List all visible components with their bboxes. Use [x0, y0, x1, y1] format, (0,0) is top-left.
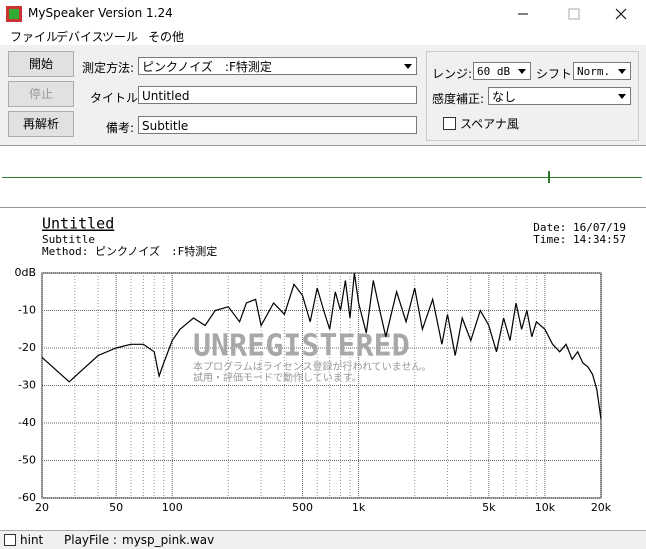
window-title: MySpeaker Version 1.24 [28, 6, 173, 20]
label: 備考: [106, 121, 135, 135]
title-bar: MySpeaker Version 1.24 [0, 0, 646, 28]
start-button[interactable]: 開始 [8, 51, 74, 77]
y-tick-label: -30 [18, 379, 36, 392]
chart-method: Method: ピンクノイズ :F特測定 [42, 244, 217, 258]
label: レンジ: [432, 67, 473, 81]
title-input[interactable]: Untitled [138, 86, 417, 104]
watermark: UNREGISTERED [193, 329, 410, 364]
x-tick-label: 100 [162, 501, 183, 514]
menu-bar: ファイル デバイス ツール その他 [0, 28, 646, 45]
x-tick-label: 20 [35, 501, 49, 514]
chart-date: Date: 16/07/19 [533, 221, 626, 234]
playfile: mysp_pink.wav [122, 533, 215, 547]
level-marker [548, 171, 550, 183]
y-tick-label: -20 [18, 341, 36, 354]
x-tick-label: 50 [109, 501, 123, 514]
label: シフト: [536, 67, 577, 81]
y-tick-label: 0dB [14, 266, 36, 279]
y-tick-label: -10 [18, 304, 36, 317]
settings-panel [426, 51, 639, 141]
hint-checkbox[interactable] [4, 534, 16, 546]
toolbar: 開始 停止 再解析 測定方法: ピンクノイズ :F特測定 タイトル: Untit… [0, 45, 646, 145]
x-tick-label: 10k [535, 501, 556, 514]
hint-label: hint [20, 533, 44, 547]
x-tick-label: 500 [292, 501, 313, 514]
y-tick-label: -50 [18, 454, 36, 467]
watermark-note: 試用・評価モードで動作しています。 [193, 371, 362, 384]
plot-area [41, 272, 602, 499]
label: 測定方法: [82, 61, 135, 75]
series-line [41, 272, 602, 420]
x-tick-label: 1k [352, 501, 366, 514]
chart-subtitle: Subtitle [42, 233, 95, 246]
menu-item[interactable]: その他 [148, 30, 185, 44]
menu-item[interactable]: デバイス [56, 30, 104, 44]
stop-button[interactable]: 停止 [8, 81, 74, 107]
label: 感度補正: [432, 92, 485, 106]
menu-item[interactable]: ツール [102, 30, 139, 44]
sens-select[interactable]: なし [488, 87, 631, 105]
y-tick-label: -40 [18, 416, 36, 429]
y-tick-label: -60 [18, 491, 36, 504]
menu-item[interactable]: ファイル [10, 30, 59, 44]
level-strip [0, 145, 646, 208]
window-controls[interactable] [500, 0, 646, 28]
status-bar: hint PlayFile : mysp_pink.wav [0, 530, 646, 549]
label: タイトル: [90, 91, 143, 105]
chart-title: Untitled [42, 215, 114, 233]
reanalyze-button[interactable]: 再解析 [8, 111, 74, 137]
range-select[interactable]: 60 dB [473, 62, 531, 80]
app-icon [6, 6, 22, 22]
chart-time: Time: 14:34:57 [533, 233, 626, 246]
x-tick-label: 5k [482, 501, 496, 514]
level-line [2, 177, 642, 178]
x-tick-label: 20k [591, 501, 612, 514]
checkbox[interactable] [443, 117, 456, 130]
playfile-label: PlayFile : [64, 533, 117, 547]
shift-select[interactable]: Norm. [573, 62, 631, 80]
watermark-note: 本プログラムはライセンス登録が行われていません。 [193, 360, 431, 373]
note-input[interactable]: Subtitle [138, 116, 417, 134]
label: スペアナ風 [460, 117, 519, 131]
method-select[interactable]: ピンクノイズ :F特測定 [138, 57, 417, 75]
